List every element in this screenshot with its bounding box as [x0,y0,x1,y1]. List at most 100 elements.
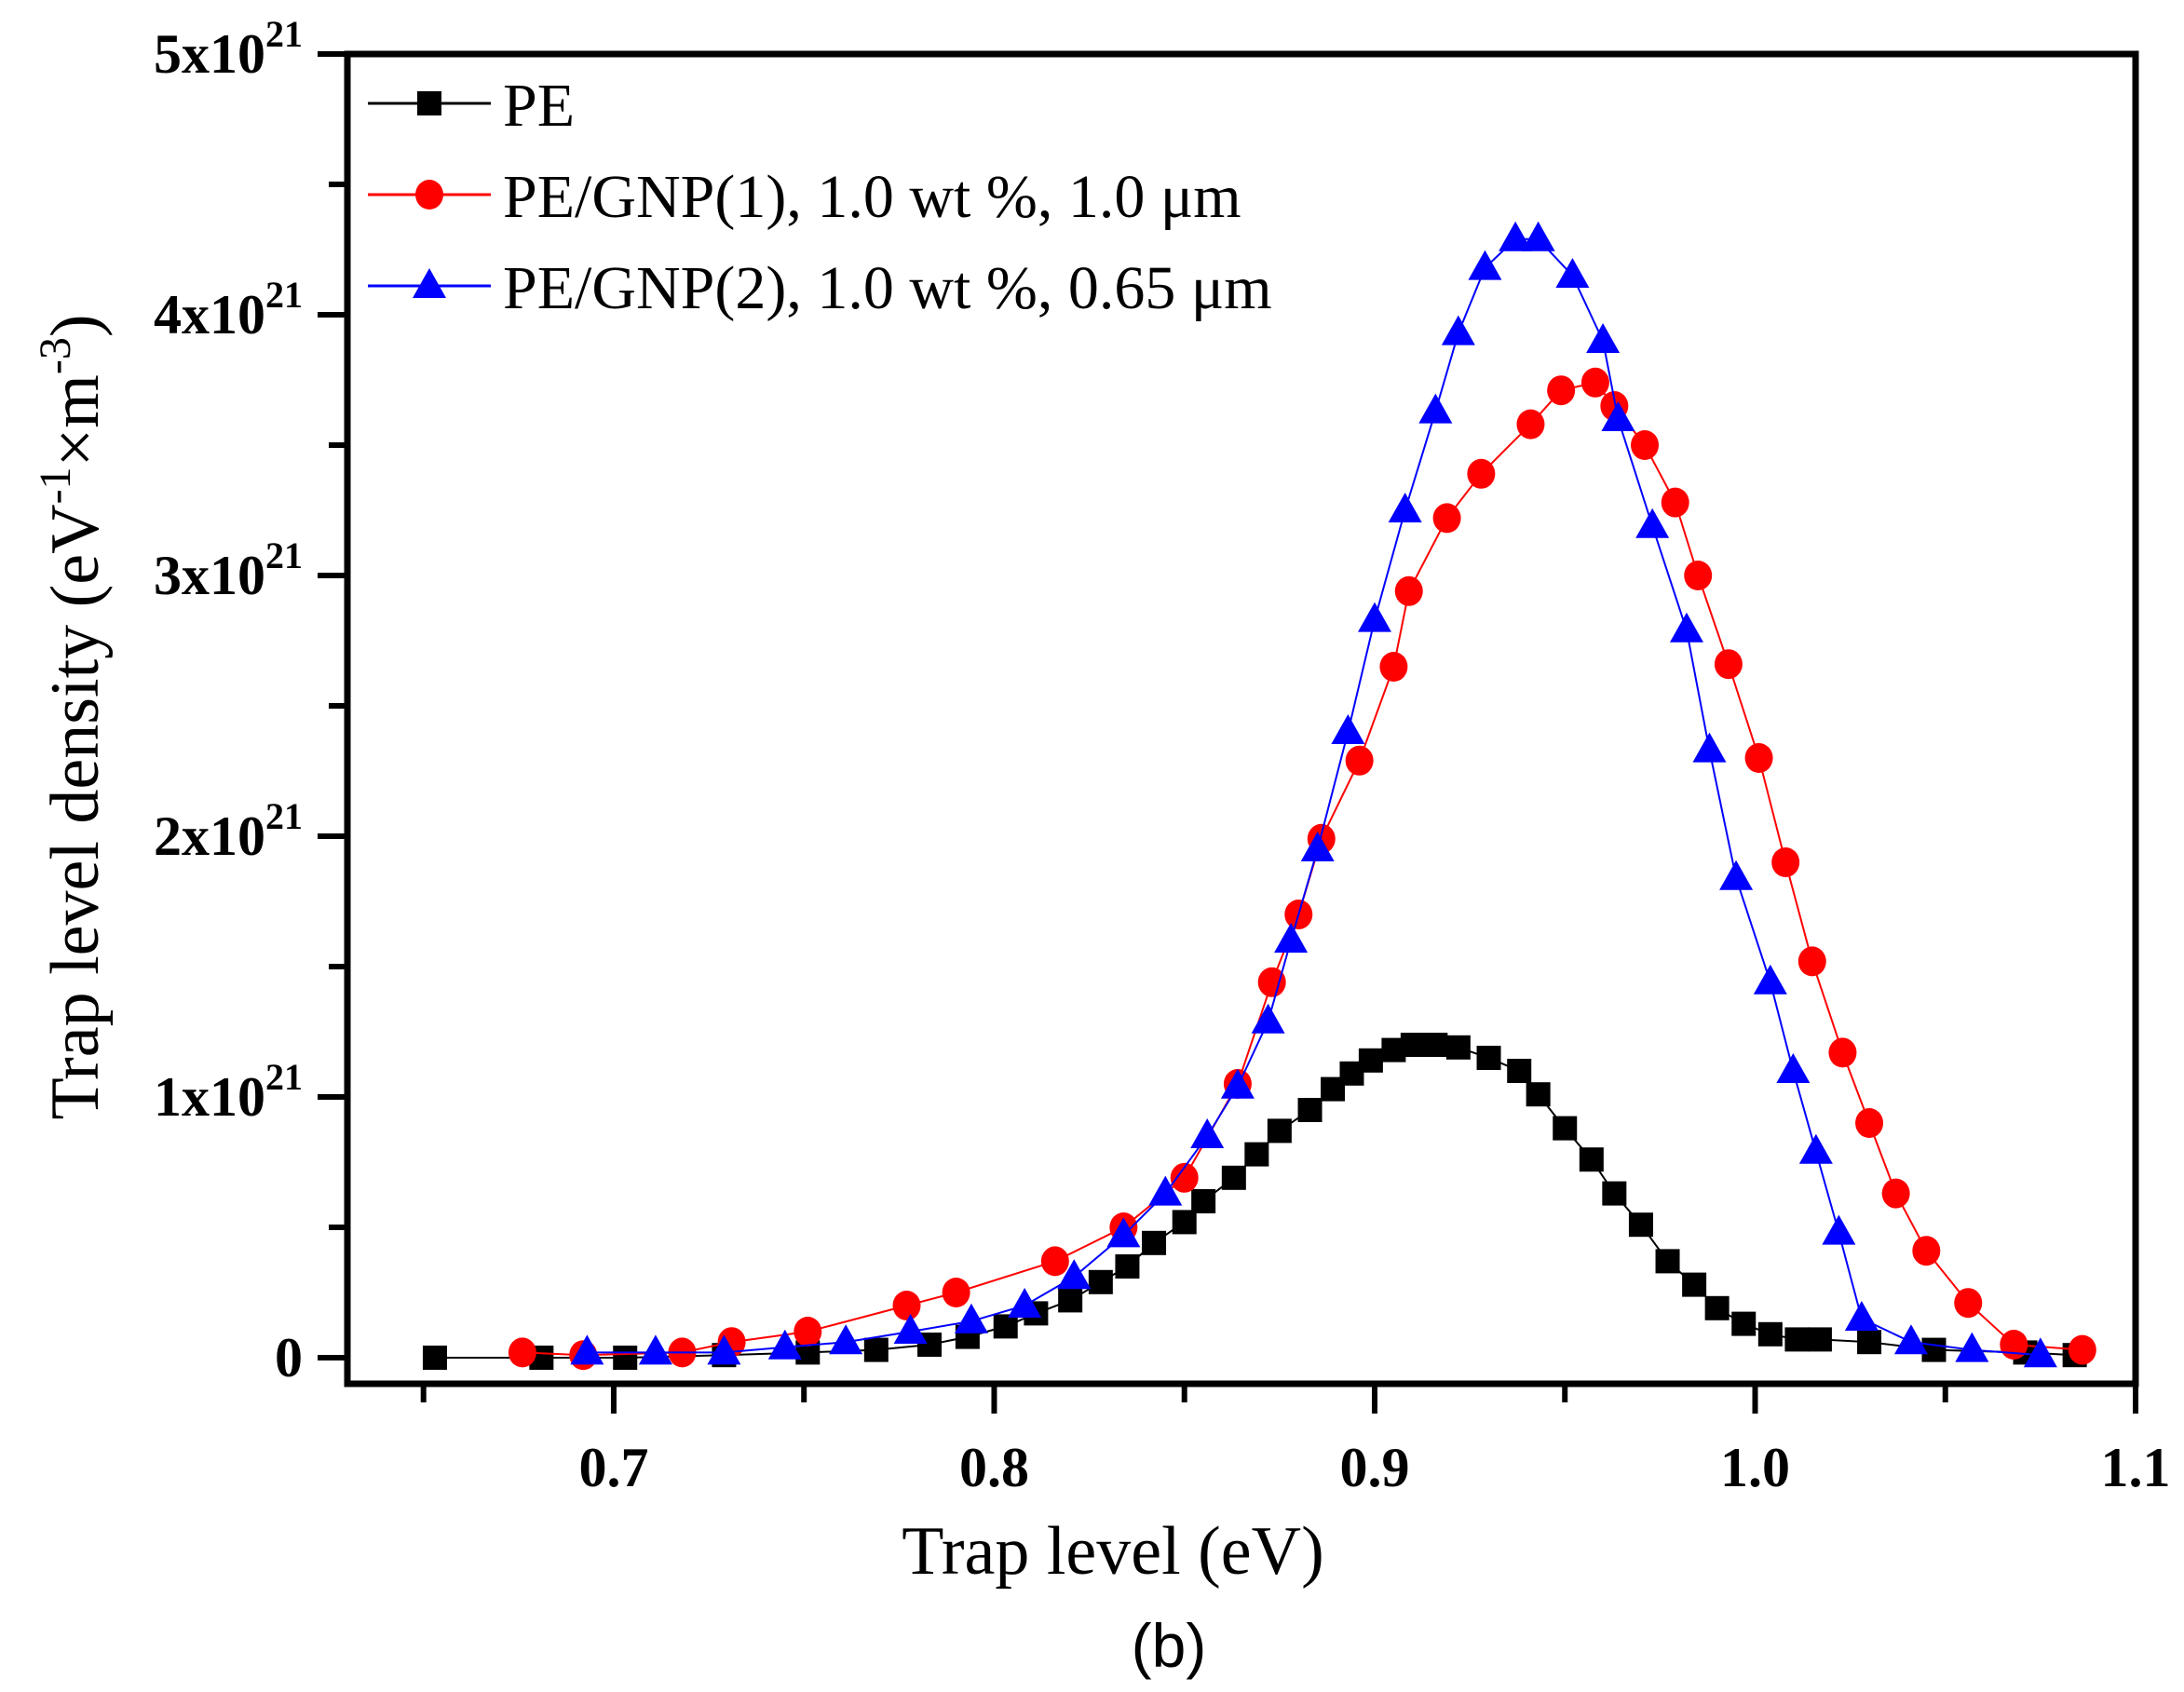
data-point [1331,714,1365,744]
data-point [1220,1068,1255,1099]
data-point [1445,1035,1471,1060]
y-tick-exponent: 21 [265,1056,303,1098]
data-point [892,1291,921,1320]
data-point [1040,1246,1069,1277]
series-line [434,1044,2075,1359]
legend: PE PE/GNP(1), 1.0 wt %, 1.0 μm PE/GNP(2), … [368,72,1272,322]
data-point [1669,612,1703,643]
data-point [1476,1046,1501,1070]
y-tick-mantissa: 2x10 [154,805,265,867]
y-axis-title-mid: ×m [37,374,114,467]
y-tick-exponent: 21 [265,795,303,837]
data-point [1714,649,1743,680]
y-tick-exponent: 21 [265,535,303,576]
data-point [1297,1098,1323,1122]
data-point [1731,1311,1757,1336]
data-point [1580,367,1609,398]
data-point [1855,1108,1884,1138]
data-point [613,1346,638,1370]
y-tick-label: 4x1021 [154,274,303,345]
data-point [1300,832,1335,861]
y-tick-exponent: 21 [265,274,303,316]
y-tick-label: 0 [275,1327,303,1388]
series-line [587,237,2041,1357]
data-point [1857,1330,1882,1355]
y-tick-mantissa: 1x10 [154,1066,265,1128]
series-3 [570,221,2057,1368]
legend-label: PE [503,72,575,140]
data-point [1170,1162,1199,1193]
data-point [1553,1116,1578,1141]
legend-label: PE/GNP(1), 1.0 wt %, 1.0 μm [503,163,1241,231]
data-point [1602,1181,1627,1206]
data-point [707,1334,741,1365]
data-point [1684,561,1713,590]
data-point [1251,1003,1285,1034]
data-point [1467,458,1496,489]
data-point [1661,487,1689,518]
data-point [1400,1033,1425,1057]
y-tick-mantissa: 5x10 [154,23,265,85]
data-point [1555,258,1590,288]
x-tick-label: 0.8 [959,1437,1029,1498]
legend-item: PE [368,72,575,140]
data-point [1744,743,1773,773]
data-point [1776,1053,1811,1083]
data-point [1955,1332,1989,1362]
y-tick-mantissa: 4x10 [154,284,265,345]
y-tick-exponent: 21 [265,13,303,55]
data-point [1753,964,1787,995]
data-point [1757,1321,1783,1347]
legend-marker-square [417,91,441,115]
data-point [1692,732,1727,763]
data-point [1274,923,1309,953]
data-point [1499,221,1533,251]
legend-item: PE/GNP(2), 1.0 wt %, 0.65 μm [368,254,1272,322]
y-tick-label: 3x1021 [154,535,303,606]
data-point [1088,1269,1113,1294]
data-point [1008,1288,1042,1318]
data-point [1468,250,1502,280]
data-point [1172,1210,1197,1235]
data-point [1379,652,1408,682]
data-point [1106,1217,1141,1248]
y-axis-title-sup2: -3 [31,337,80,374]
data-point [1828,1037,1857,1068]
y-axis-title-end: ) [37,314,114,337]
data-point [1547,375,1576,406]
data-point [863,1337,889,1362]
y-tick-mantissa: 0 [275,1327,303,1388]
data-point [893,1314,928,1344]
data-point [1221,1165,1246,1190]
data-point [1798,1133,1833,1164]
series-1 [422,1033,2087,1370]
data-point [1822,1214,1856,1245]
data-point [638,1334,672,1365]
data-point [1784,1327,1810,1352]
data-point [1441,315,1475,345]
data-point [954,1303,988,1333]
panel-label: (b) [1132,1611,1207,1680]
y-axis-title-sup1: -1 [31,467,80,504]
data-point [942,1278,970,1307]
data-point [1244,1142,1269,1167]
data-point [1142,1230,1167,1255]
data-point [1771,847,1800,877]
data-point [2000,1330,2028,1360]
data-point [767,1329,802,1360]
data-point [1912,1236,1941,1266]
y-tick-label: 5x1021 [154,13,303,85]
data-point [1844,1301,1879,1331]
data-point [1148,1175,1183,1206]
data-point [1521,221,1555,251]
x-tick-label: 1.1 [2101,1437,2171,1498]
data-point [1586,323,1621,353]
data-point [1423,1033,1448,1057]
data-point [2023,1337,2057,1368]
y-tick-label: 2x1021 [154,795,303,867]
x-tick-label: 1.0 [1720,1437,1790,1498]
data-point [1190,1118,1225,1148]
data-point [1881,1178,1910,1209]
